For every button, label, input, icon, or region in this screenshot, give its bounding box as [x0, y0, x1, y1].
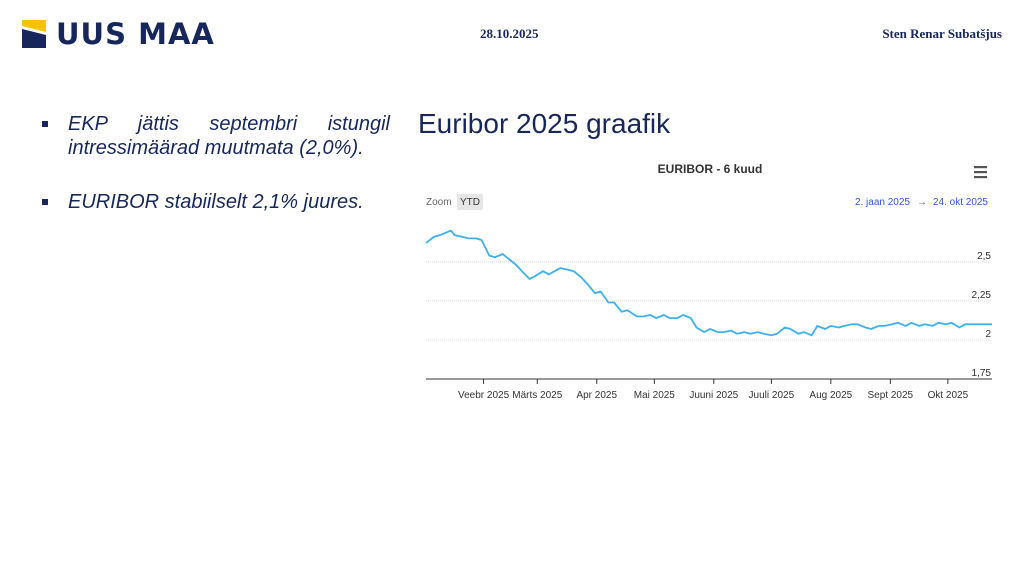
- bullet-list: EKP jättis septembri istungil intressimä…: [40, 112, 390, 244]
- x-tick-label: Märts 2025: [512, 390, 562, 401]
- menu-bar: [974, 166, 987, 169]
- bullet-text: EURIBOR stabiilselt 2,1% juures.: [68, 191, 364, 213]
- zoom-label: Zoom: [426, 197, 452, 208]
- chart-heading: Euribor 2025 graafik: [418, 108, 671, 139]
- slide-date: 28.10.2025: [480, 26, 539, 41]
- chart-title: EURIBOR - 6 kuud: [658, 162, 763, 176]
- hamburger-menu-icon[interactable]: [974, 166, 987, 179]
- euribor-chart: EURIBOR - 6 kuud Zoom YTD 2. jaan 2025 → 24. …: [425, 162, 992, 401]
- logo-mark-icon: [22, 20, 46, 48]
- euribor-series-line: [425, 229, 992, 337]
- range-to-input[interactable]: 24. okt 2025: [933, 197, 988, 208]
- x-tick-label: Juuli 2025: [749, 390, 795, 401]
- uus-maa-logo: UUS MAA: [22, 18, 215, 50]
- y-tick-label: 2,5: [977, 251, 991, 262]
- range-from-input[interactable]: 2. jaan 2025: [855, 197, 910, 208]
- range-arrow: →: [917, 197, 927, 208]
- y-tick-label: 1,75: [972, 368, 992, 379]
- y-tick-label: 2,25: [972, 290, 992, 301]
- bullet-text: EKP jättis septembri istungil intressimä…: [68, 113, 390, 159]
- menu-bar: [974, 171, 987, 174]
- zoom-ytd-button[interactable]: [457, 194, 483, 210]
- x-tick-label: Okt 2025: [928, 390, 969, 401]
- zoom-ytd-label: YTD: [460, 197, 480, 208]
- x-tick-label: Veebr 2025: [458, 390, 510, 401]
- y-tick-label: 2: [985, 329, 991, 340]
- slide-author: Sten Renar Subatšjus: [882, 26, 1002, 41]
- bullet-square-icon: [42, 199, 48, 205]
- x-tick-label: Mai 2025: [634, 390, 676, 401]
- x-tick-label: Apr 2025: [576, 390, 617, 401]
- bullet-item: EURIBOR stabiilselt 2,1% juures.: [40, 190, 390, 214]
- x-tick-label: Aug 2025: [809, 390, 852, 401]
- menu-bar: [974, 176, 987, 179]
- x-tick-label: Sept 2025: [868, 390, 914, 401]
- x-tick-label: Juuni 2025: [689, 390, 738, 401]
- bullet-square-icon: [42, 121, 48, 127]
- logo-text: UUS MAA: [56, 17, 215, 51]
- bullet-item: EKP jättis septembri istungil intressimä…: [40, 112, 390, 160]
